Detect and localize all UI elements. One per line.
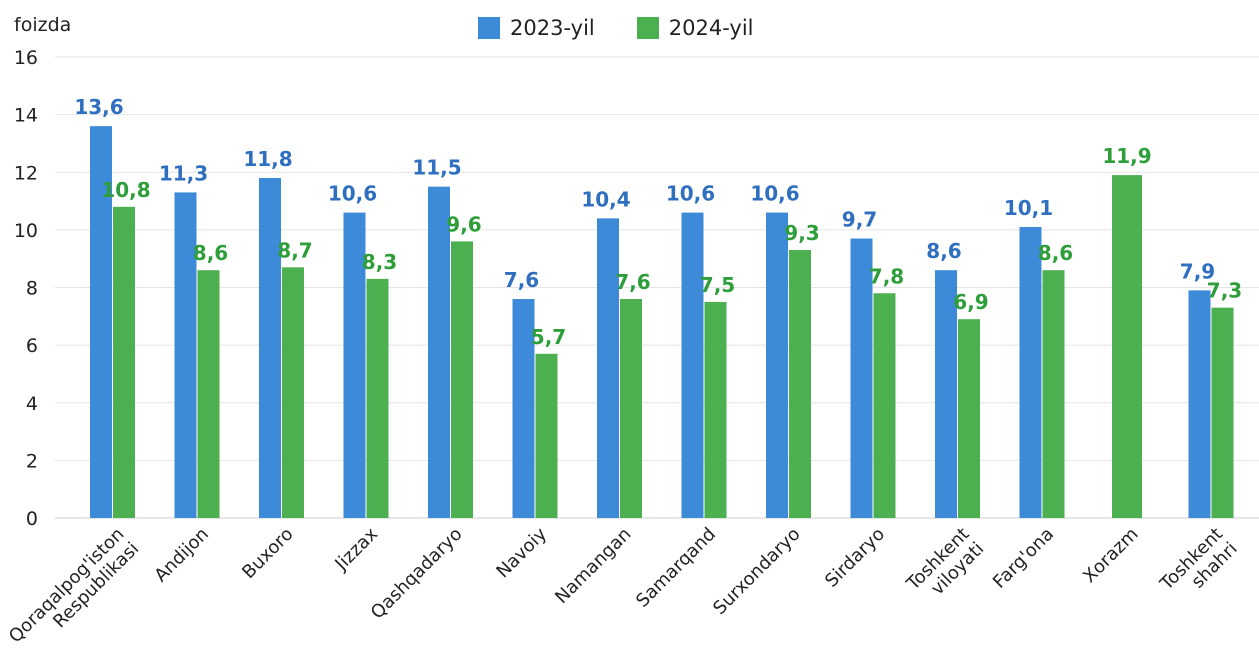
bar-2024-10 [958,319,980,518]
legend-label-2024: 2024-yil [668,16,754,40]
bar-2023-9 [850,238,873,519]
data-label-2023-4: 11,5 [412,156,461,180]
bar-2023-7 [681,212,704,518]
bar-2023-2 [259,178,281,518]
bar-2023-13 [1188,290,1211,518]
bar-2024-6 [620,299,642,518]
data-label-2023-13: 7,9 [1180,259,1215,283]
x-tick-label-1: Andijon [150,524,213,587]
data-label-2023-3: 10,6 [328,182,377,206]
bar-2023-3 [343,212,366,518]
chart-legend: 2023-yil 2024-yil [478,16,754,40]
bar-2023-6 [597,218,619,518]
legend-swatch-2024 [636,17,659,39]
y-tick-label-6: 6 [26,335,38,357]
y-tick-label-10: 10 [14,220,38,242]
x-tick-label-7: Samarqand [632,524,720,612]
data-label-2023-8: 10,6 [750,182,799,206]
bar-2024-5 [535,353,558,518]
data-label-2024-13: 7,3 [1207,279,1242,303]
data-label-2024-3: 8,3 [362,250,397,274]
x-tick-label-13: Toshkentshahri [1156,524,1242,610]
bar-2024-11 [1042,270,1065,518]
bar-2023-11 [1019,226,1042,518]
bar-2024-7 [704,301,727,518]
data-label-2023-0: 13,6 [74,95,123,119]
x-tick-label-8: Surxondaryo [709,524,804,619]
data-label-2023-7: 10,6 [666,182,715,206]
data-label-2024-11: 8,6 [1038,241,1073,265]
bar-2023-10 [935,270,957,518]
x-tick-label-10: Toshkentviloyati [902,524,988,610]
y-tick-label-2: 2 [26,450,38,472]
bar-2023-4 [428,186,450,518]
data-label-2023-11: 10,1 [1004,196,1053,220]
y-tick-label-0: 0 [26,508,38,530]
bar-2024-8 [789,250,811,518]
data-label-2024-2: 8,7 [277,238,312,262]
bar-2024-9 [873,293,896,518]
data-label-2024-0: 10,8 [101,178,150,202]
y-tick-label-16: 16 [14,47,38,69]
legend-swatch-2023 [478,17,500,39]
bar-2023-5 [512,299,535,518]
legend-item-2023: 2023-yil [478,16,595,40]
y-tick-label-4: 4 [26,393,38,415]
x-tick-label-11: Farg'ona [989,524,1058,593]
bar-2024-2 [282,267,304,518]
data-label-2023-6: 10,4 [581,187,630,211]
x-tick-label-12: Xorazm [1079,524,1142,587]
bar-2024-4 [451,241,473,518]
y-tick-label-14: 14 [14,105,38,127]
data-label-2024-1: 8,6 [193,241,228,265]
y-axis-unit-label: foizda [14,14,72,36]
x-tick-label-9: Sirdaryo [821,524,889,592]
data-label-2024-6: 7,6 [615,270,650,294]
bar-2024-12 [1112,175,1142,518]
bar-2023-8 [766,212,788,518]
x-tick-label-2: Buxoro [238,524,297,583]
legend-item-2024: 2024-yil [636,16,754,40]
y-tick-label-12: 12 [14,162,38,184]
bar-2024-0 [113,206,135,518]
bar-2023-0 [90,126,112,519]
bar-2024-3 [366,278,389,518]
bar-2023-1 [174,192,197,518]
data-label-2024-8: 9,3 [784,221,819,245]
bar-2024-13 [1211,307,1234,518]
x-tick-label-6: Namangan [551,524,635,608]
data-label-2023-2: 11,8 [243,147,292,171]
data-label-2024-12: 11,9 [1102,144,1151,168]
data-label-2023-9: 9,7 [842,208,877,232]
y-tick-label-8: 8 [26,278,38,300]
data-label-2023-5: 7,6 [504,268,539,292]
x-tick-label-0: Qoraqalpog'istonRespublikasi [5,524,143,652]
data-label-2024-4: 9,6 [446,212,481,236]
data-label-2024-9: 7,8 [869,264,904,288]
data-label-2024-7: 7,5 [700,273,735,297]
data-label-2024-10: 6,9 [953,290,988,314]
x-tick-label-3: Jizzax [330,523,382,575]
legend-label-2023: 2023-yil [510,16,595,40]
data-label-2023-1: 11,3 [159,161,208,185]
data-label-2023-10: 8,6 [926,239,961,263]
data-label-2024-5: 5,7 [531,325,566,349]
bar-2024-1 [197,270,220,518]
x-tick-label-5: Navoiy [492,523,551,582]
